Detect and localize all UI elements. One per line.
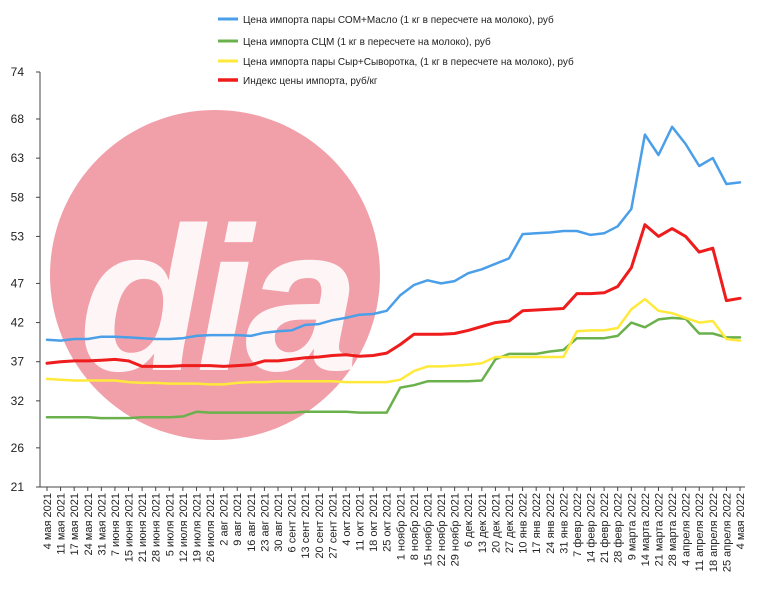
x-tick-label: 4 мая 2022 <box>735 493 747 549</box>
y-tick-label: 32 <box>11 394 25 408</box>
legend-label-4: Индекс цены импорта, руб/кг <box>243 75 378 87</box>
x-tick-label: 10 янв 2022 <box>518 493 530 554</box>
y-tick-label: 21 <box>11 480 25 494</box>
x-tick-label: 19 июля 2021 <box>191 493 203 562</box>
y-tick-label: 42 <box>11 316 25 330</box>
legend: Цена импорта пары СОМ+Масло (1 кг в пере… <box>218 14 574 87</box>
x-tick-label: 14 февр 2022 <box>586 493 598 563</box>
x-tick-label: 1 ноябр 2021 <box>395 493 407 560</box>
x-tick-label: 15 июня 2021 <box>124 493 136 562</box>
x-tick-label: 31 мая 2021 <box>96 493 108 555</box>
x-tick-label: 13 дек 2021 <box>477 493 489 553</box>
x-axis-ticks: 4 мая 2021 11 мая 2021 17 мая 2021 24 мая 2… <box>42 487 747 572</box>
y-tick-label: 26 <box>11 441 25 455</box>
x-tick-label: 17 янв 2022 <box>531 493 543 554</box>
x-tick-label: 9 марта 2022 <box>626 493 638 560</box>
y-tick-label: 58 <box>11 190 25 204</box>
x-tick-label: 11 апреля 2022 <box>694 493 706 571</box>
y-tick-label: 37 <box>11 355 25 369</box>
x-tick-label: 7 февр 2022 <box>572 493 584 557</box>
x-tick-label: 26 июля 2021 <box>205 493 217 562</box>
x-tick-label: 4 апреля 2022 <box>681 493 693 566</box>
x-tick-label: 9 авг 2021 <box>232 493 244 546</box>
x-tick-label: 11 мая 2021 <box>56 493 68 555</box>
x-tick-label: 5 июля 2021 <box>164 493 176 556</box>
x-tick-label: 27 сент 2021 <box>327 493 339 559</box>
x-tick-label: 25 апреля 2022 <box>721 493 733 572</box>
x-tick-label: 8 ноябр 2021 <box>409 493 421 560</box>
x-tick-label: 13 сент 2021 <box>300 493 312 559</box>
y-tick-label: 53 <box>11 229 25 243</box>
watermark-text: dia <box>79 185 353 414</box>
x-tick-label: 31 янв 2022 <box>558 493 570 554</box>
legend-label-2: Цена импорта СЦМ (1 кг в пересчете на мо… <box>243 36 491 48</box>
x-tick-label: 17 мая 2021 <box>69 493 81 555</box>
series-line-4 <box>45 223 742 368</box>
x-tick-label: 25 окт 2021 <box>382 493 394 552</box>
x-tick-label: 21 марта 2022 <box>653 493 665 566</box>
x-tick-label: 21 февр 2022 <box>599 493 611 563</box>
x-tick-label: 6 дек 2021 <box>463 493 475 547</box>
x-tick-label: 18 окт 2021 <box>368 493 380 552</box>
x-tick-label: 24 янв 2022 <box>545 493 557 554</box>
x-tick-label: 12 июля 2021 <box>178 493 190 562</box>
x-tick-label: 28 июня 2021 <box>151 493 163 562</box>
x-tick-label: 18 апреля 2022 <box>708 493 720 572</box>
x-tick-label: 4 мая 2021 <box>42 493 54 549</box>
x-tick-label: 30 авг 2021 <box>273 493 285 552</box>
x-tick-label: 14 марта 2022 <box>640 493 652 566</box>
watermark-logo: dia <box>50 110 380 440</box>
y-tick-label: 47 <box>11 276 25 290</box>
x-tick-label: 28 марта 2022 <box>667 493 679 566</box>
x-tick-label: 20 сент 2021 <box>314 493 326 559</box>
x-tick-label: 4 окт 2021 <box>341 493 353 546</box>
x-tick-label: 6 сент 2021 <box>287 493 299 552</box>
x-tick-label: 7 июня 2021 <box>110 493 122 556</box>
y-tick-label: 68 <box>11 112 25 126</box>
x-tick-label: 20 дек 2021 <box>490 493 502 553</box>
x-tick-label: 28 февр 2022 <box>613 493 625 563</box>
x-tick-label: 2 авг 2021 <box>219 493 231 546</box>
x-tick-label: 21 июня 2021 <box>137 493 149 562</box>
x-tick-label: 15 ноябр 2021 <box>422 493 434 566</box>
series-line-1 <box>45 125 742 342</box>
y-tick-label: 63 <box>11 151 25 165</box>
x-tick-label: 16 авг 2021 <box>246 493 258 552</box>
x-tick-label: 23 авг 2021 <box>259 493 271 552</box>
x-tick-label: 22 ноябр 2021 <box>436 493 448 566</box>
y-tick-label: 74 <box>11 65 25 79</box>
legend-label-1: Цена импорта пары СОМ+Масло (1 кг в пере… <box>243 14 554 26</box>
x-tick-label: 11 окт 2021 <box>355 493 367 551</box>
legend-label-3: Цена импорта пары Сыр+Сыворотка, (1 кг в… <box>243 56 574 68</box>
series-lines <box>45 125 742 420</box>
x-tick-label: 24 мая 2021 <box>83 493 95 555</box>
series-line-2 <box>45 316 742 420</box>
y-axis-ticks: 21 26 32 37 42 47 53 58 63 68 74 <box>11 65 40 494</box>
series-line-3 <box>45 297 742 386</box>
x-tick-label: 29 ноябр 2021 <box>450 493 462 566</box>
x-tick-label: 27 дек 2021 <box>504 493 516 553</box>
